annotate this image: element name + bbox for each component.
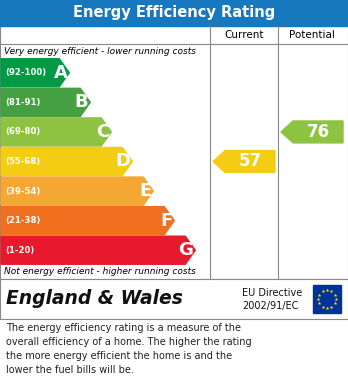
Bar	[0, 0, 348, 26]
Text: lower the fuel bills will be.: lower the fuel bills will be.	[6, 365, 134, 375]
Text: C: C	[96, 123, 109, 141]
Text: 2002/91/EC: 2002/91/EC	[242, 301, 298, 311]
Text: D: D	[115, 152, 130, 170]
Text: (81-91): (81-91)	[5, 98, 40, 107]
Text: 76: 76	[307, 123, 330, 141]
Text: E: E	[139, 182, 151, 200]
Polygon shape	[1, 88, 90, 117]
Bar	[0, 26, 348, 279]
Text: England & Wales: England & Wales	[6, 289, 183, 308]
Polygon shape	[1, 59, 69, 87]
Polygon shape	[1, 236, 195, 264]
Text: Current: Current	[224, 30, 264, 40]
Text: The energy efficiency rating is a measure of the: The energy efficiency rating is a measur…	[6, 323, 241, 333]
Text: B: B	[75, 93, 88, 111]
Text: G: G	[179, 241, 193, 259]
Text: Very energy efficient - lower running costs: Very energy efficient - lower running co…	[4, 47, 196, 56]
Polygon shape	[1, 177, 153, 205]
Text: Potential: Potential	[289, 30, 335, 40]
Text: EU Directive: EU Directive	[242, 288, 302, 298]
Bar	[313, 285, 341, 313]
Text: the more energy efficient the home is and the: the more energy efficient the home is an…	[6, 351, 232, 361]
Polygon shape	[281, 121, 343, 143]
Text: F: F	[160, 212, 172, 230]
Text: (21-38): (21-38)	[5, 216, 40, 225]
Text: overall efficiency of a home. The higher the rating: overall efficiency of a home. The higher…	[6, 337, 252, 347]
Text: Not energy efficient - higher running costs: Not energy efficient - higher running co…	[4, 267, 196, 276]
Text: A: A	[54, 64, 67, 82]
Polygon shape	[1, 147, 132, 176]
Bar	[0, 279, 348, 319]
Text: (39-54): (39-54)	[5, 187, 40, 196]
Polygon shape	[1, 206, 174, 235]
Polygon shape	[1, 118, 111, 146]
Text: (69-80): (69-80)	[5, 127, 40, 136]
Text: (1-20): (1-20)	[5, 246, 34, 255]
Text: Energy Efficiency Rating: Energy Efficiency Rating	[73, 5, 275, 20]
Text: (92-100): (92-100)	[5, 68, 46, 77]
Polygon shape	[213, 151, 275, 172]
Text: 57: 57	[238, 152, 262, 170]
Text: (55-68): (55-68)	[5, 157, 40, 166]
